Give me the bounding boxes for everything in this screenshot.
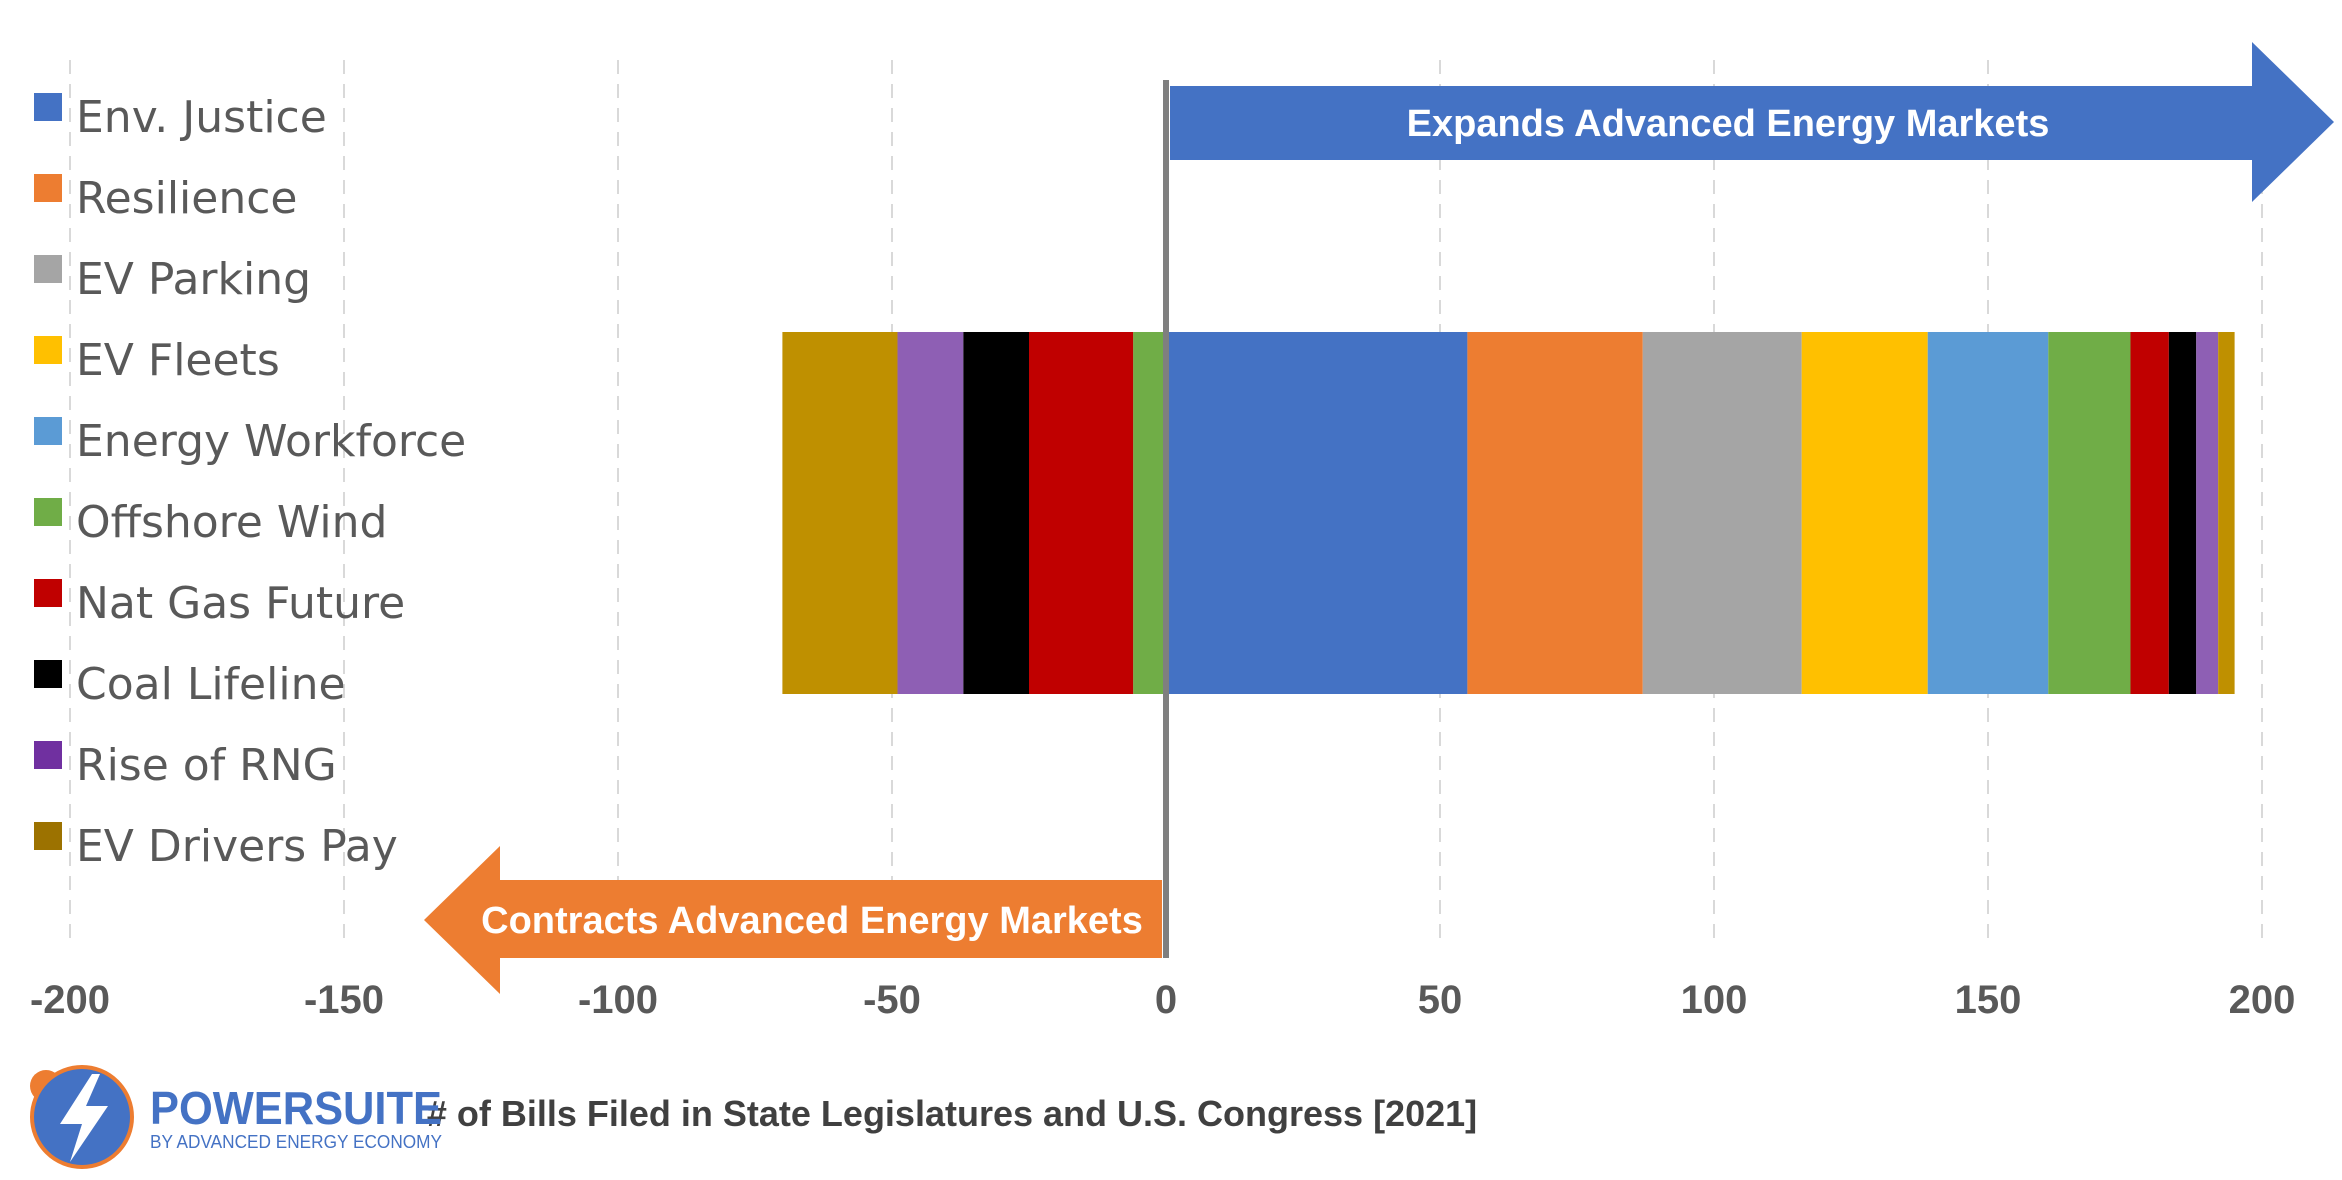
x-axis-label: # of Bills Filed in State Legislatures a… bbox=[427, 1093, 1477, 1134]
x-tick-label: -200 bbox=[30, 978, 110, 1022]
legend-label: Offshore Wind bbox=[76, 497, 387, 548]
logo-tagline: BY ADVANCED ENERGY ECONOMY bbox=[150, 1132, 442, 1152]
bar-segment bbox=[2196, 332, 2219, 694]
x-tick-label: -150 bbox=[304, 978, 384, 1022]
bar-segment bbox=[963, 332, 1029, 694]
legend-label: EV Drivers Pay bbox=[76, 821, 398, 872]
bar-segment bbox=[1801, 332, 1928, 694]
x-tick-label: -100 bbox=[578, 978, 658, 1022]
logo-name: POWERSUITE bbox=[150, 1082, 442, 1134]
legend-label: EV Parking bbox=[76, 254, 311, 305]
annotations: Expands Advanced Energy Markets Contract… bbox=[424, 42, 2334, 994]
legend-label: Nat Gas Future bbox=[76, 578, 405, 629]
x-axis-tick-labels: -200 -150 -100 -50 0 50 100 150 200 bbox=[30, 978, 2295, 1022]
x-tick-label: 50 bbox=[1418, 978, 1463, 1022]
contracts-arrow-label: Contracts Advanced Energy Markets bbox=[481, 900, 1143, 942]
bar-segment bbox=[897, 332, 964, 694]
legend-swatch bbox=[34, 579, 62, 607]
x-tick-label: -50 bbox=[863, 978, 921, 1022]
legend-swatch bbox=[34, 93, 62, 121]
x-tick-label: 100 bbox=[1681, 978, 1748, 1022]
bars bbox=[782, 332, 2235, 694]
legend-swatch bbox=[34, 498, 62, 526]
legend-label: Rise of RNG bbox=[76, 740, 337, 791]
bar-segment bbox=[1642, 332, 1802, 694]
contracts-arrow bbox=[424, 846, 1162, 994]
powersuite-logo: POWERSUITE BY ADVANCED ENERGY ECONOMY bbox=[30, 1065, 442, 1169]
legend-label: Resilience bbox=[76, 173, 297, 224]
legend-swatch bbox=[34, 660, 62, 688]
expands-arrow bbox=[1170, 42, 2334, 202]
bar-segment bbox=[2130, 332, 2169, 694]
bar-segment bbox=[782, 332, 898, 694]
bar-segment bbox=[2048, 332, 2131, 694]
bar-segment bbox=[1467, 332, 1643, 694]
legend-label: Coal Lifeline bbox=[76, 659, 346, 710]
bar-segment bbox=[1133, 332, 1166, 694]
legend-swatch bbox=[34, 174, 62, 202]
legend-swatch bbox=[34, 255, 62, 283]
legend-label: Env. Justice bbox=[76, 92, 327, 143]
legend-swatch bbox=[34, 336, 62, 364]
legend-swatch bbox=[34, 417, 62, 445]
x-tick-label: 200 bbox=[2229, 978, 2296, 1022]
lightning-bolt-icon bbox=[60, 1074, 108, 1162]
legend-label: EV Fleets bbox=[76, 335, 280, 386]
bar-segment bbox=[2218, 332, 2235, 694]
x-tick-label: 150 bbox=[1955, 978, 2022, 1022]
legend: Env. Justice Resilience EV Parking EV Fleet… bbox=[34, 92, 466, 872]
bar-segment bbox=[1927, 332, 2049, 694]
expands-arrow-label: Expands Advanced Energy Markets bbox=[1407, 103, 2050, 145]
x-tick-label: 0 bbox=[1155, 978, 1177, 1022]
bar-segment bbox=[2168, 332, 2197, 694]
legend-label: Energy Workforce bbox=[76, 416, 466, 467]
bar-segment bbox=[1166, 332, 1468, 694]
legend-swatch bbox=[34, 741, 62, 769]
legend-swatch bbox=[34, 822, 62, 850]
bar-segment bbox=[1029, 332, 1134, 694]
